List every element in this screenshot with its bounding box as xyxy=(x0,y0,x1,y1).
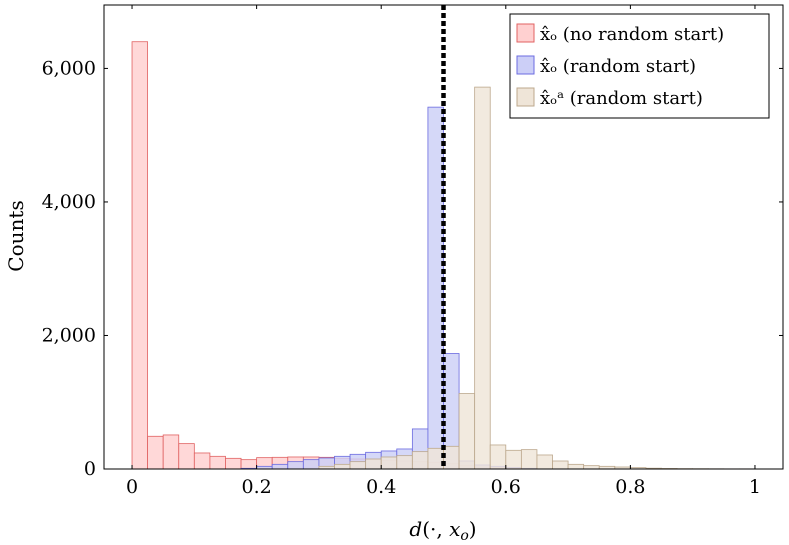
histogram-bar xyxy=(380,456,398,470)
histogram-bar xyxy=(334,463,351,470)
histogram-bar xyxy=(458,393,476,470)
histogram-bar xyxy=(443,445,460,470)
x-tick-label: 1 xyxy=(749,476,761,498)
histogram-bar xyxy=(209,455,226,470)
legend-entry-label: x̂ₒ (no random start) xyxy=(540,24,724,45)
x-tick-label: 0.8 xyxy=(615,476,645,498)
histogram-bar xyxy=(474,86,491,470)
legend-swatch xyxy=(516,87,535,107)
y-tick-label: 0 xyxy=(84,458,96,480)
histogram-bar xyxy=(240,459,258,470)
histogram-bar xyxy=(193,452,211,470)
histogram-bar xyxy=(225,457,242,470)
x-tick-label: 0.6 xyxy=(491,476,521,498)
legend-box xyxy=(509,13,770,119)
histogram-bar xyxy=(271,463,289,470)
y-tick-label: 2,000 xyxy=(42,324,96,346)
legend-swatch xyxy=(516,23,535,43)
histogram-bar xyxy=(365,458,382,470)
y-axis-label: Counts xyxy=(4,200,28,271)
histogram-bar xyxy=(411,451,429,470)
histogram-bar xyxy=(131,41,149,470)
x-axis-label: d(·, xo) xyxy=(409,517,476,544)
histogram-bar xyxy=(427,106,444,470)
legend-entry-label: x̂ₒ (random start) xyxy=(540,56,696,77)
legend-entry-label: x̂ₒᵃ (random start) xyxy=(540,88,703,109)
histogram-bar xyxy=(505,449,522,470)
x-tick-label: 0 xyxy=(126,476,138,498)
histogram-bar xyxy=(287,461,304,470)
ticks-layer: 0 0.2 0.4 0.6 0.8 1 0 2,000 4,000 6,000 xyxy=(42,5,783,498)
legend: x̂ₒ (no random start) x̂ₒ (random start) x… xyxy=(509,13,770,119)
series-3 xyxy=(318,86,756,470)
histogram-bar xyxy=(583,465,600,470)
series-2 xyxy=(240,106,538,470)
legend-swatch xyxy=(516,55,535,75)
histogram-bar xyxy=(536,454,553,470)
histogram-bar xyxy=(552,460,569,470)
bars-layer xyxy=(131,41,756,470)
histogram-bar xyxy=(567,463,585,470)
y-tick-label: 4,000 xyxy=(42,191,96,213)
histogram-bar xyxy=(427,447,444,470)
histogram-bar xyxy=(162,434,180,470)
histogram-bar xyxy=(302,459,320,470)
histogram-bar xyxy=(489,444,507,470)
x-tick-label: 0.4 xyxy=(366,476,396,498)
histogram-bar xyxy=(349,461,367,470)
y-tick-label: 6,000 xyxy=(42,57,96,79)
histogram-bar xyxy=(178,443,195,470)
histogram-bar xyxy=(396,455,413,470)
histogram-bar xyxy=(520,449,538,470)
histogram-bar xyxy=(147,435,164,470)
x-tick-label: 0.2 xyxy=(242,476,272,498)
plot-frame xyxy=(103,4,784,470)
